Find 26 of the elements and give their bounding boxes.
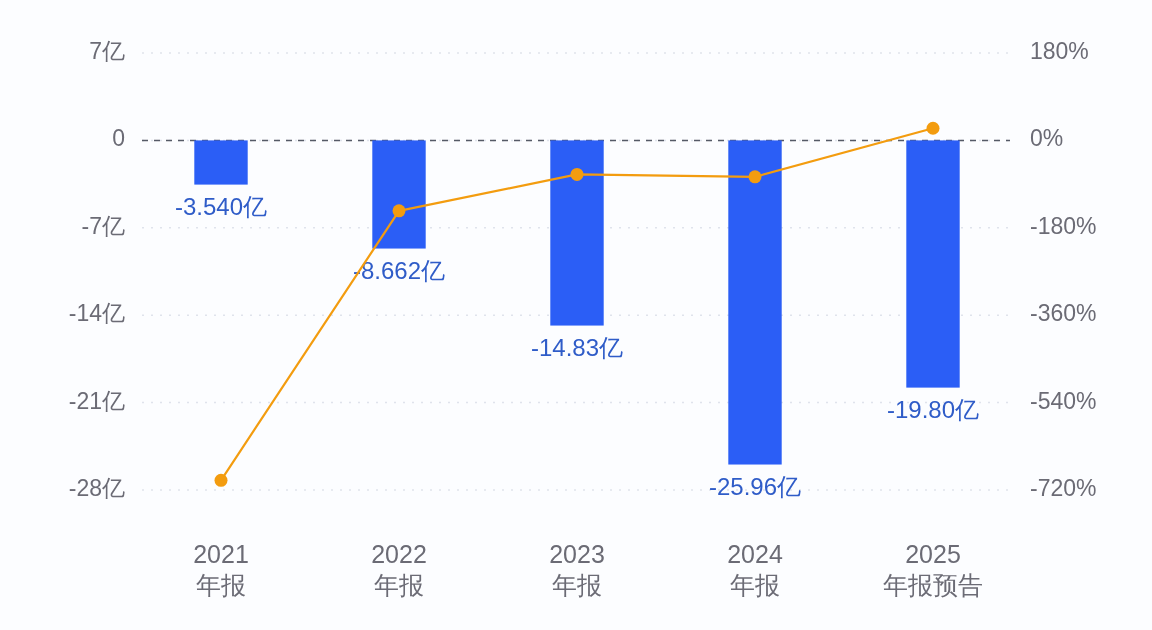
y-tick-label: -21亿 (68, 387, 125, 414)
y-tick-label: -14亿 (68, 300, 125, 327)
y2-tick-label: -540% (1030, 387, 1097, 414)
y-tick-label: -7亿 (81, 212, 125, 239)
data-label: -3.540亿 (174, 192, 268, 220)
point (748, 170, 762, 184)
y2-tick-label: -360% (1030, 300, 1097, 327)
y2-tick-label: 0% (1030, 125, 1064, 152)
x-tick-label: 2025 年报预告 (883, 540, 983, 599)
y2-tick-label: -180% (1030, 212, 1097, 239)
y-tick-label: 0 (112, 125, 125, 152)
y-tick-label: 7亿 (89, 38, 125, 65)
point (392, 204, 406, 218)
data-label: -14.83亿 (530, 333, 624, 361)
point (214, 473, 228, 487)
y2-tick-label: -720% (1030, 475, 1097, 502)
data-label: -25.96亿 (708, 472, 802, 500)
x-tick-label: 2021 年报 (193, 540, 249, 599)
y2-tick-label: 180% (1030, 38, 1089, 65)
x-tick-label: 2024 年报 (727, 540, 783, 599)
y-tick-label: -28亿 (68, 475, 125, 502)
x-tick-label: 2023 年报 (549, 540, 605, 599)
x-tick-label: 2022 年报 (371, 540, 427, 599)
point (926, 121, 940, 135)
data-label: -19.80亿 (886, 395, 980, 423)
point (570, 167, 584, 181)
